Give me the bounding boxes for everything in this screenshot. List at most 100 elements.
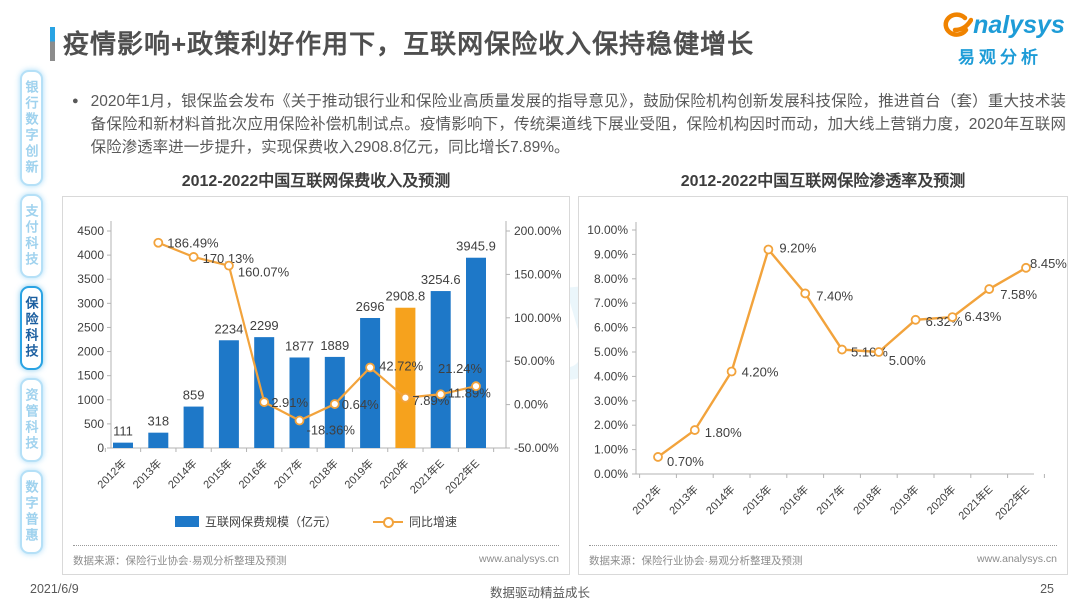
summary-bullet: ● 2020年1月，银保监会发布《关于推动银行业和保险业高质量发展的指导意见》，…	[72, 90, 1066, 159]
header: 疫情影响+政策利好作用下，互联网保险收入保持稳健增长	[50, 24, 920, 61]
svg-text:2013年: 2013年	[666, 482, 701, 517]
svg-text:2.00%: 2.00%	[594, 418, 628, 432]
sidebar-item-0[interactable]: 银行数字创新	[19, 70, 43, 186]
svg-text:0.00%: 0.00%	[514, 398, 548, 412]
bar-swatch-icon	[174, 516, 199, 527]
svg-text:7.40%: 7.40%	[816, 288, 853, 303]
svg-text:6.32%: 6.32%	[926, 314, 963, 329]
premium-chart-source-row: 数据来源：保险行业协会·易观分析整理及预测 www.analysys.cn	[73, 545, 559, 568]
logo-swirl-icon	[943, 12, 974, 37]
penetration-chart-panel: 10.00% 9.00% 8.00% 7.00% 6.00% 5.00% 4.00% 3.00…	[578, 196, 1068, 575]
legend-item-line: 同比增速	[373, 513, 457, 530]
svg-text:4000: 4000	[77, 248, 104, 262]
sidebar-item-1[interactable]: 支付科技	[19, 194, 43, 278]
svg-text:186.49%: 186.49%	[167, 236, 219, 251]
svg-text:1889: 1889	[320, 338, 349, 353]
svg-text:11.89%: 11.89%	[448, 385, 492, 400]
sidebar: 银行数字创新支付科技保险科技资管科技数字普惠	[8, 70, 54, 554]
source-label: 数据来源：保险行业协会·易观分析整理及预测	[589, 555, 803, 567]
svg-text:-50.00%: -50.00%	[514, 441, 559, 455]
svg-text:2.91%: 2.91%	[271, 395, 308, 410]
svg-text:6.00%: 6.00%	[594, 321, 628, 335]
svg-text:859: 859	[183, 388, 205, 403]
svg-text:1.00%: 1.00%	[594, 443, 628, 457]
footer-slogan: 数据驱动精益成长	[489, 586, 590, 600]
svg-text:2696: 2696	[356, 299, 385, 314]
svg-text:-18.36%: -18.36%	[307, 423, 356, 438]
line-swatch-icon	[373, 516, 403, 528]
svg-text:8.45%: 8.45%	[1030, 256, 1067, 271]
svg-text:1000: 1000	[77, 393, 104, 407]
logo-brand-text: nalysys	[973, 10, 1065, 39]
svg-text:21.24%: 21.24%	[438, 361, 483, 376]
svg-text:2500: 2500	[77, 320, 104, 334]
svg-text:100.00%: 100.00%	[514, 311, 562, 325]
svg-text:2000: 2000	[77, 345, 104, 359]
svg-text:2018年: 2018年	[306, 456, 341, 491]
svg-text:2299: 2299	[250, 318, 279, 333]
svg-text:2021年E: 2021年E	[955, 482, 995, 522]
legend-line-label: 同比增速	[409, 515, 458, 529]
svg-text:0.70%: 0.70%	[667, 454, 704, 469]
svg-text:2017年: 2017年	[813, 482, 848, 517]
svg-text:3254.6: 3254.6	[421, 272, 461, 287]
svg-text:2020年: 2020年	[377, 456, 412, 491]
website-label: www.analysys.cn	[479, 553, 559, 565]
svg-text:2908.8: 2908.8	[386, 289, 426, 304]
svg-text:1877: 1877	[285, 338, 314, 353]
logo-brand-cn: 易观分析	[958, 48, 1042, 67]
sidebar-item-2[interactable]: 保险科技	[19, 286, 43, 370]
svg-text:2022年E: 2022年E	[442, 456, 482, 496]
svg-text:8.00%: 8.00%	[594, 272, 628, 286]
svg-text:5.00%: 5.00%	[889, 353, 926, 368]
source-label: 数据来源：保险行业协会·易观分析整理及预测	[73, 555, 287, 567]
svg-text:2012年: 2012年	[94, 456, 129, 491]
svg-text:2234: 2234	[214, 321, 243, 336]
svg-text:0.00%: 0.00%	[594, 467, 628, 481]
legend-item-bar: 互联网保费规模（亿元）	[174, 513, 337, 530]
svg-text:2016年: 2016年	[235, 456, 270, 491]
svg-text:200.00%: 200.00%	[514, 224, 562, 238]
growth-line-group: 186.49%170.13%160.07% 2.91% -18.36% 0.64% 42…	[153, 236, 492, 438]
svg-text:3000: 3000	[77, 296, 104, 310]
svg-text:150.00%: 150.00%	[514, 267, 562, 281]
svg-text:0: 0	[97, 441, 104, 455]
penetration-chart-source-row: 数据来源：保险行业协会·易观分析整理及预测 www.analysys.cn	[589, 545, 1057, 568]
svg-text:160.07%: 160.07%	[238, 265, 290, 280]
svg-text:4.20%: 4.20%	[742, 365, 779, 380]
penetration-chart-title: 2012-2022中国互联网保险渗透率及预测	[680, 173, 966, 190]
svg-text:2014年: 2014年	[165, 456, 200, 491]
svg-text:2021年E: 2021年E	[407, 456, 447, 496]
svg-text:4.00%: 4.00%	[594, 369, 628, 383]
website-label: www.analysys.cn	[977, 553, 1057, 565]
svg-text:2022年E: 2022年E	[992, 482, 1032, 522]
footer: 2021/6/9 数据驱动精益成长 25	[0, 582, 1080, 600]
svg-text:2020年: 2020年	[924, 482, 959, 517]
svg-text:42.72%: 42.72%	[379, 359, 424, 374]
svg-text:6.43%: 6.43%	[964, 309, 1001, 324]
svg-text:2013年: 2013年	[129, 456, 164, 491]
svg-text:3.00%: 3.00%	[594, 394, 628, 408]
svg-text:9.00%: 9.00%	[594, 247, 628, 261]
premium-chart-legend: 互联网保费规模（亿元） 同比增速	[63, 513, 569, 530]
summary-text: 2020年1月，银保监会发布《关于推动银行业和保险业高质量发展的指导意见》，鼓励…	[90, 93, 1066, 156]
svg-text:2017年: 2017年	[271, 456, 306, 491]
footer-date: 2021/6/9	[30, 582, 79, 596]
svg-text:2018年: 2018年	[850, 482, 885, 517]
penetration-line-group: 0.70%1.80%4.20%9.20%7.40%5.10%5.00%6.32%…	[653, 241, 1067, 469]
svg-text:3945.9: 3945.9	[456, 239, 496, 254]
bullet-marker-icon: ●	[72, 95, 79, 107]
svg-text:10.00%: 10.00%	[587, 223, 628, 237]
sidebar-item-4[interactable]: 数字普惠	[19, 470, 43, 554]
premium-chart-panel: 4500 4000 3500 3000 2500 2000 1500 1000 500 0 200.…	[62, 196, 570, 575]
svg-text:1.80%: 1.80%	[705, 425, 742, 440]
svg-text:2015年: 2015年	[200, 456, 235, 491]
svg-text:2014年: 2014年	[703, 482, 738, 517]
sidebar-item-3[interactable]: 资管科技	[19, 378, 43, 462]
page-title: 疫情影响+政策利好作用下，互联网保险收入保持稳健增长	[63, 29, 755, 59]
svg-text:7.00%: 7.00%	[594, 296, 628, 310]
svg-text:170.13%: 170.13%	[203, 251, 255, 266]
svg-text:4500: 4500	[77, 224, 104, 238]
